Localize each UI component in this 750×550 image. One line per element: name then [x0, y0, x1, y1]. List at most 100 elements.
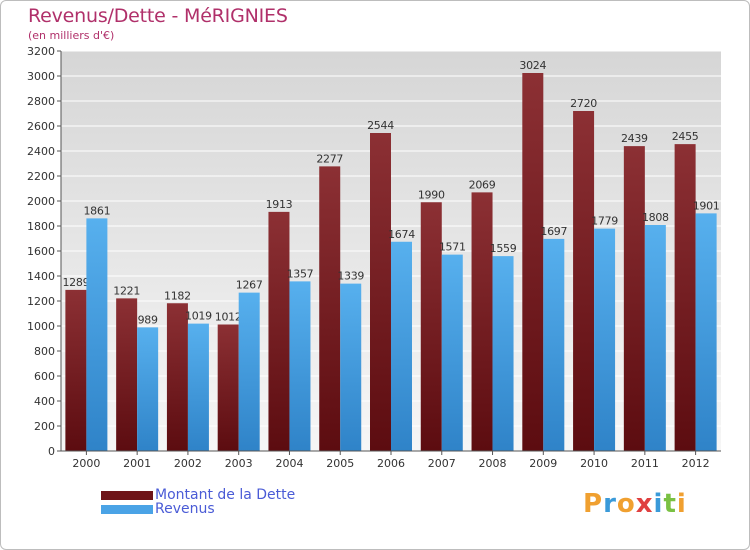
data-label-revenue: 1674: [388, 228, 415, 241]
x-tick-label: 2011: [631, 457, 659, 470]
y-tick-label: 2600: [27, 120, 55, 133]
y-tick-label: 200: [34, 420, 55, 433]
x-tick-label: 2001: [123, 457, 151, 470]
data-label-revenue: 1559: [490, 242, 517, 255]
data-label-revenue: 1779: [591, 215, 618, 228]
bar-debt: [319, 166, 341, 451]
y-tick-label: 2800: [27, 95, 55, 108]
bar-revenue: [644, 225, 666, 451]
bar-revenue: [492, 256, 514, 451]
data-label-revenue: 1697: [540, 225, 567, 238]
x-tick-label: 2005: [326, 457, 354, 470]
bar-debt: [65, 289, 87, 451]
y-tick-label: 3000: [27, 70, 55, 83]
bar-revenue: [238, 292, 260, 451]
data-label-debt: 1182: [164, 289, 191, 302]
x-tick-label: 2002: [174, 457, 202, 470]
legend-item-debt: Montant de la Dette: [101, 487, 295, 503]
bar-revenue: [543, 238, 565, 451]
data-label-debt: 1012: [215, 311, 242, 324]
chart-title: Revenus/Dette - MéRIGNIES: [28, 5, 288, 27]
data-label-debt: 2720: [570, 97, 597, 110]
bar-revenue: [594, 228, 616, 451]
bars: 1289 1861 1221 989 1182 1019 1012 1267 1913 1357 2…: [62, 59, 720, 451]
data-label-debt: 2455: [672, 130, 699, 143]
data-label-debt: 2277: [316, 152, 343, 165]
proxiti-logo: Proxiti: [583, 489, 687, 519]
chart-subtitle: (en milliers d'€): [28, 29, 115, 42]
logo-letter: i: [653, 489, 664, 519]
bar-debt: [522, 73, 544, 451]
y-tick-label: 3200: [27, 45, 55, 58]
y-tick-label: 1000: [27, 320, 55, 333]
data-label-debt: 1913: [266, 198, 293, 211]
bar-debt: [116, 298, 138, 451]
data-label-revenue: 1901: [693, 199, 720, 212]
bar-debt: [573, 111, 595, 451]
data-label-revenue: 1019: [185, 310, 212, 323]
logo-letter: x: [635, 489, 654, 519]
bar-revenue: [441, 254, 463, 451]
x-tick-label: 2004: [275, 457, 303, 470]
bar-debt: [420, 202, 442, 451]
data-label-debt: 2069: [469, 178, 496, 191]
logo-letter: P: [583, 489, 604, 519]
y-tick-label: 800: [34, 345, 55, 358]
legend-swatch-debt: [101, 490, 153, 500]
legend-item-revenue: Revenus: [101, 501, 215, 517]
bar-debt: [268, 211, 290, 451]
y-tick-label: 1600: [27, 245, 55, 258]
bar-revenue: [695, 213, 717, 451]
bar-debt: [217, 324, 239, 451]
bar-revenue: [391, 241, 412, 451]
y-tick-label: 0: [48, 445, 55, 458]
bar-debt: [674, 144, 696, 451]
logo-letter: r: [603, 489, 617, 519]
logo-letter: i: [676, 489, 687, 519]
x-tick-label: 2006: [377, 457, 405, 470]
y-tick-label: 1200: [27, 295, 55, 308]
logo-letter: o: [616, 489, 636, 519]
x-tick-label: 2009: [529, 457, 557, 470]
bar-revenue: [340, 283, 362, 451]
legend-label-revenue: Revenus: [155, 501, 215, 517]
data-label-debt: 2544: [367, 119, 394, 132]
data-label-revenue: 1571: [439, 241, 466, 254]
bar-revenue: [289, 281, 311, 451]
x-tick-label: 2000: [72, 457, 100, 470]
x-tick-label: 2007: [428, 457, 456, 470]
data-label-revenue: 1808: [642, 211, 669, 224]
y-tick-label: 1400: [27, 270, 55, 283]
y-tick-label: 600: [34, 370, 55, 383]
data-label-debt: 1221: [113, 284, 140, 297]
x-tick-label: 2008: [479, 457, 507, 470]
y-tick-label: 2000: [27, 195, 55, 208]
data-label-revenue: 1861: [83, 204, 110, 217]
bar-debt: [166, 303, 188, 451]
bar-debt: [370, 133, 391, 451]
legend-label-debt: Montant de la Dette: [155, 487, 296, 503]
bar-revenue: [86, 218, 108, 451]
data-label-debt: 1289: [62, 276, 89, 289]
legend-swatch-revenue: [101, 504, 153, 514]
bar-revenue: [137, 327, 159, 451]
y-tick-label: 2200: [27, 170, 55, 183]
x-tick-label: 2012: [682, 457, 710, 470]
bar-debt: [471, 192, 493, 451]
data-label-revenue: 1267: [236, 279, 263, 292]
logo-letter: t: [663, 489, 677, 519]
x-tick-label: 2003: [225, 457, 253, 470]
bar-debt: [623, 146, 645, 451]
x-tick-label: 2010: [580, 457, 608, 470]
data-label-revenue: 1339: [337, 270, 364, 283]
y-tick-label: 1800: [27, 220, 55, 233]
data-label-debt: 2439: [621, 132, 648, 145]
x-axis-ticks: 2000 2001 2002 2003 2004 2005 2006 2007 2008 2009…: [72, 451, 710, 470]
y-axis-ticks: 0 200 400 600 800 1000 1200 1400 1600 1800 2000 220…: [27, 45, 61, 458]
data-label-revenue: 989: [138, 313, 158, 326]
y-tick-label: 2400: [27, 145, 55, 158]
data-label-debt: 3024: [519, 59, 546, 72]
bar-revenue: [187, 323, 209, 451]
